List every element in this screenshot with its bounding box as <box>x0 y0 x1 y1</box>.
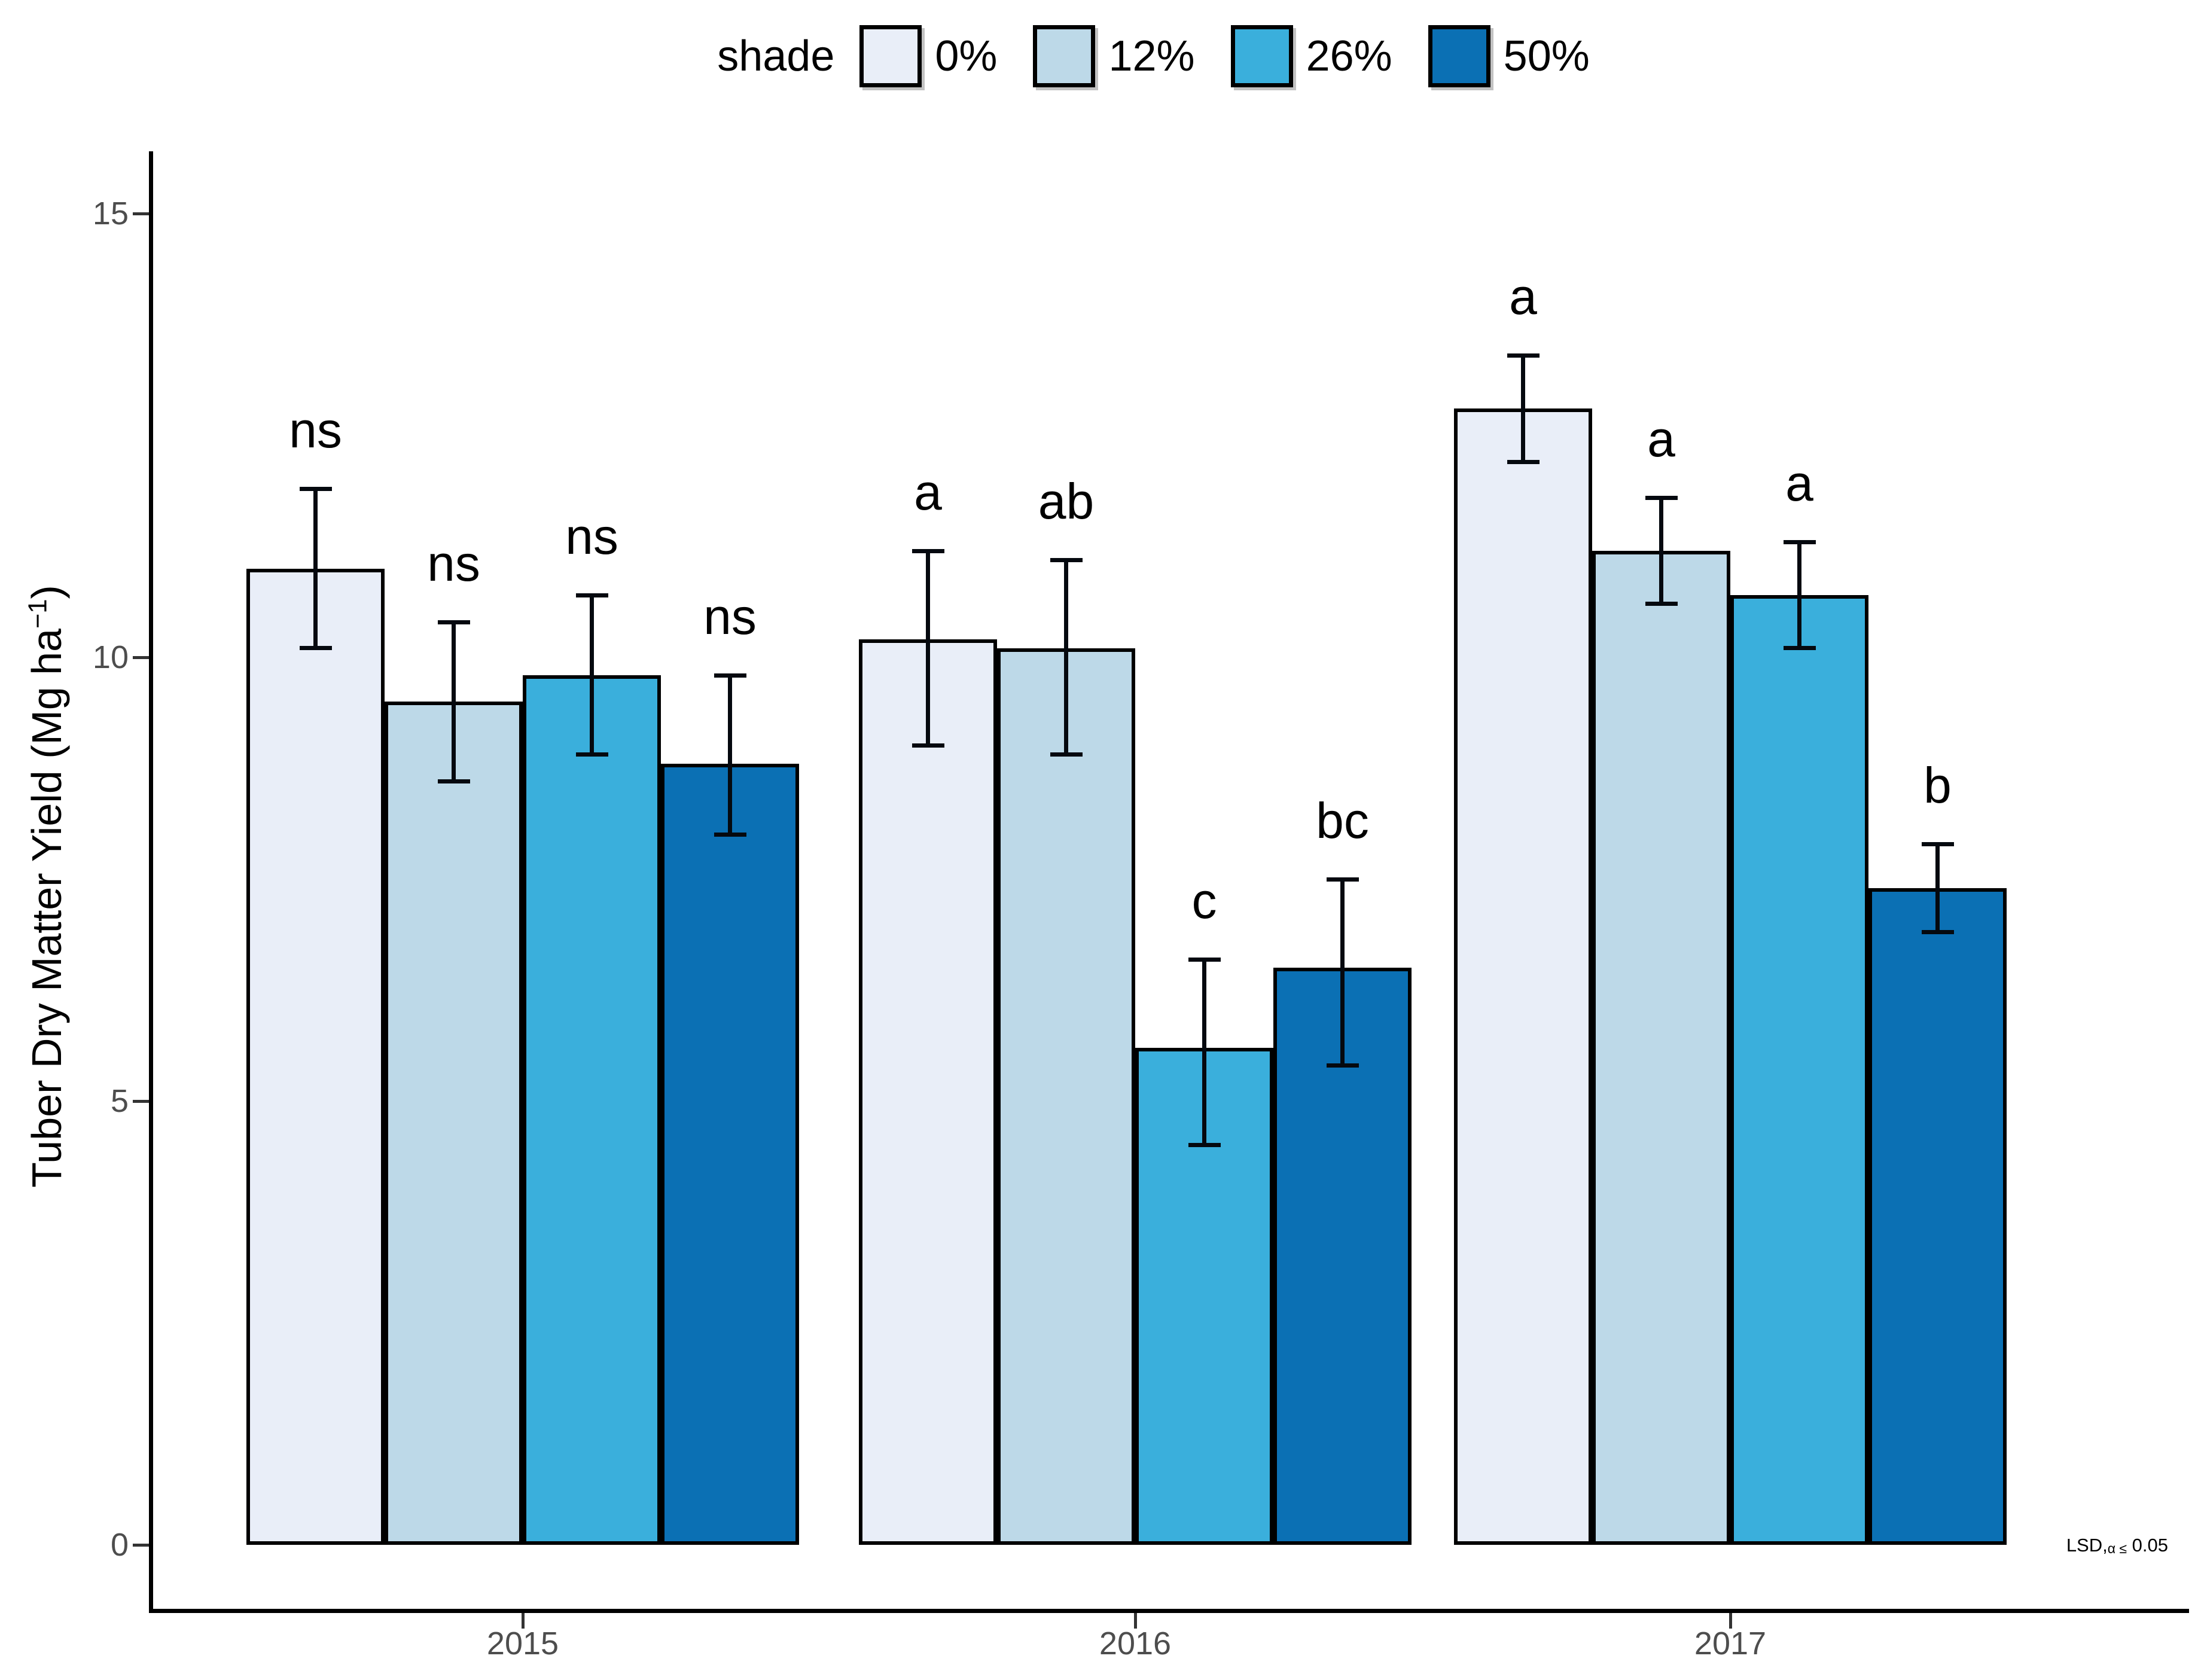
legend-label-12%: 12% <box>1108 32 1195 80</box>
error-cap-top-2016-50% <box>1326 877 1359 882</box>
lsd-annotation-alpha: α ≤ <box>2107 1541 2127 1556</box>
lsd-annotation-prefix: LSD, <box>2066 1535 2108 1556</box>
bar-2017-12% <box>1592 550 1730 1545</box>
bar-2016-12% <box>997 648 1135 1545</box>
error-cap-bottom-2015-26% <box>575 752 608 757</box>
bar-2015-12% <box>385 702 523 1545</box>
error-cap-bottom-2017-50% <box>1921 930 1954 935</box>
error-bar-2016-12% <box>1064 559 1068 755</box>
error-bar-2017-26% <box>1797 542 1801 649</box>
significance-letter-2016-12%: ab <box>1038 472 1095 529</box>
error-cap-bottom-2016-26% <box>1188 1143 1221 1148</box>
x-tick-label-2015: 2015 <box>486 1626 559 1661</box>
lsd-annotation: LSD,α ≤ 0.05 <box>2066 1535 2168 1556</box>
error-bar-2017-12% <box>1659 497 1663 604</box>
error-cap-top-2015-12% <box>437 620 470 624</box>
error-cap-bottom-2016-0% <box>912 743 944 748</box>
lsd-annotation-value: 0.05 <box>2127 1535 2168 1556</box>
y-axis-title-superscript: −1 <box>23 599 53 629</box>
error-cap-top-2017-0% <box>1507 353 1540 358</box>
legend-item-12%: 12% <box>1033 25 1195 87</box>
bar-2016-0% <box>859 639 997 1545</box>
error-cap-top-2017-12% <box>1645 495 1678 500</box>
significance-letter-2015-12%: ns <box>427 535 480 591</box>
significance-letter-2016-26%: c <box>1191 872 1217 929</box>
significance-letter-2016-50%: bc <box>1316 792 1369 849</box>
legend-label-0%: 0% <box>935 32 998 80</box>
y-axis-title-close: ) <box>23 585 70 599</box>
y-tick-label-0: 0 <box>110 1527 129 1563</box>
significance-letter-2015-0%: ns <box>289 402 342 459</box>
legend-item-50%: 50% <box>1428 25 1590 87</box>
error-cap-top-2017-50% <box>1921 841 1954 846</box>
legend-swatch-26% <box>1230 25 1293 87</box>
y-tick-mark-0 <box>133 1543 149 1547</box>
error-cap-top-2015-26% <box>575 593 608 598</box>
legend-swatch-50% <box>1428 25 1490 87</box>
legend: shade 0% 12% 26% 50% <box>151 20 2191 92</box>
legend-swatch-12% <box>1033 25 1096 87</box>
error-cap-top-2016-26% <box>1188 957 1221 962</box>
error-cap-bottom-2015-0% <box>299 646 332 651</box>
error-bar-2017-0% <box>1521 355 1525 462</box>
bar-2017-50% <box>1868 888 2007 1545</box>
y-tick-mark-15 <box>133 212 149 215</box>
y-axis-title: Tuber Dry Matter Yield (Mg ha−1) <box>23 408 71 1365</box>
error-bar-2016-26% <box>1202 959 1206 1146</box>
x-axis-line <box>149 1609 2189 1613</box>
significance-letter-2015-50%: ns <box>703 588 757 645</box>
y-tick-label-15: 15 <box>92 196 129 231</box>
error-bar-2015-26% <box>590 595 594 755</box>
significance-letter-2016-0%: a <box>914 464 942 520</box>
x-tick-label-2016: 2016 <box>1099 1626 1172 1661</box>
error-cap-top-2015-50% <box>714 673 746 678</box>
significance-letter-2017-50%: b <box>1923 757 1952 813</box>
legend-item-26%: 26% <box>1230 25 1392 87</box>
error-cap-bottom-2016-50% <box>1326 1063 1359 1068</box>
x-tick-label-2017: 2017 <box>1694 1626 1767 1661</box>
significance-letter-2017-0%: a <box>1509 269 1537 325</box>
error-cap-bottom-2017-26% <box>1783 646 1816 651</box>
legend-title: shade <box>717 32 835 80</box>
error-cap-top-2016-0% <box>912 548 944 553</box>
significance-letter-2015-26%: ns <box>565 508 618 565</box>
bar-2017-0% <box>1454 408 1592 1545</box>
error-bar-2016-50% <box>1340 879 1345 1066</box>
legend-swatch-0% <box>859 25 922 87</box>
error-cap-bottom-2017-12% <box>1645 601 1678 606</box>
x-tick-mark-2016 <box>1133 1613 1137 1629</box>
error-cap-top-2016-12% <box>1050 557 1083 562</box>
error-cap-bottom-2017-0% <box>1507 459 1540 464</box>
significance-letter-2017-12%: a <box>1647 410 1675 467</box>
error-bar-2015-12% <box>452 621 456 782</box>
error-cap-top-2015-0% <box>299 487 332 492</box>
error-cap-bottom-2016-12% <box>1050 752 1083 757</box>
bar-2017-26% <box>1730 595 1868 1545</box>
y-tick-label-10: 10 <box>92 639 129 675</box>
error-cap-bottom-2015-50% <box>714 832 746 837</box>
legend-label-26%: 26% <box>1306 32 1392 80</box>
y-tick-label-5: 5 <box>110 1083 129 1119</box>
y-tick-mark-5 <box>133 1099 149 1103</box>
significance-letter-2017-26%: a <box>1785 455 1813 512</box>
bar-2015-26% <box>523 675 661 1545</box>
x-tick-mark-2015 <box>521 1613 525 1629</box>
legend-label-50%: 50% <box>1503 32 1590 80</box>
legend-item-0%: 0% <box>859 25 997 87</box>
y-tick-mark-10 <box>133 655 149 659</box>
error-bar-2017-50% <box>1935 843 1940 933</box>
bar-2015-50% <box>661 764 799 1545</box>
error-cap-top-2017-26% <box>1783 540 1816 545</box>
error-bar-2016-0% <box>926 550 930 746</box>
bar-2015-0% <box>246 568 385 1545</box>
x-tick-mark-2017 <box>1729 1613 1732 1629</box>
error-bar-2015-50% <box>728 675 732 835</box>
error-bar-2015-0% <box>313 489 318 649</box>
error-cap-bottom-2015-12% <box>437 779 470 783</box>
y-axis-line <box>149 151 153 1613</box>
